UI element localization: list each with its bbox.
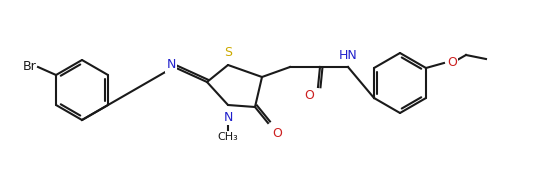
- Text: O: O: [447, 57, 457, 69]
- Text: O: O: [304, 89, 314, 102]
- Text: Br: Br: [23, 60, 36, 74]
- Text: CH₃: CH₃: [218, 132, 239, 142]
- Text: S: S: [224, 46, 232, 59]
- Text: N: N: [224, 111, 233, 124]
- Text: O: O: [272, 127, 282, 140]
- Text: HN: HN: [339, 49, 358, 62]
- Text: N: N: [166, 58, 176, 72]
